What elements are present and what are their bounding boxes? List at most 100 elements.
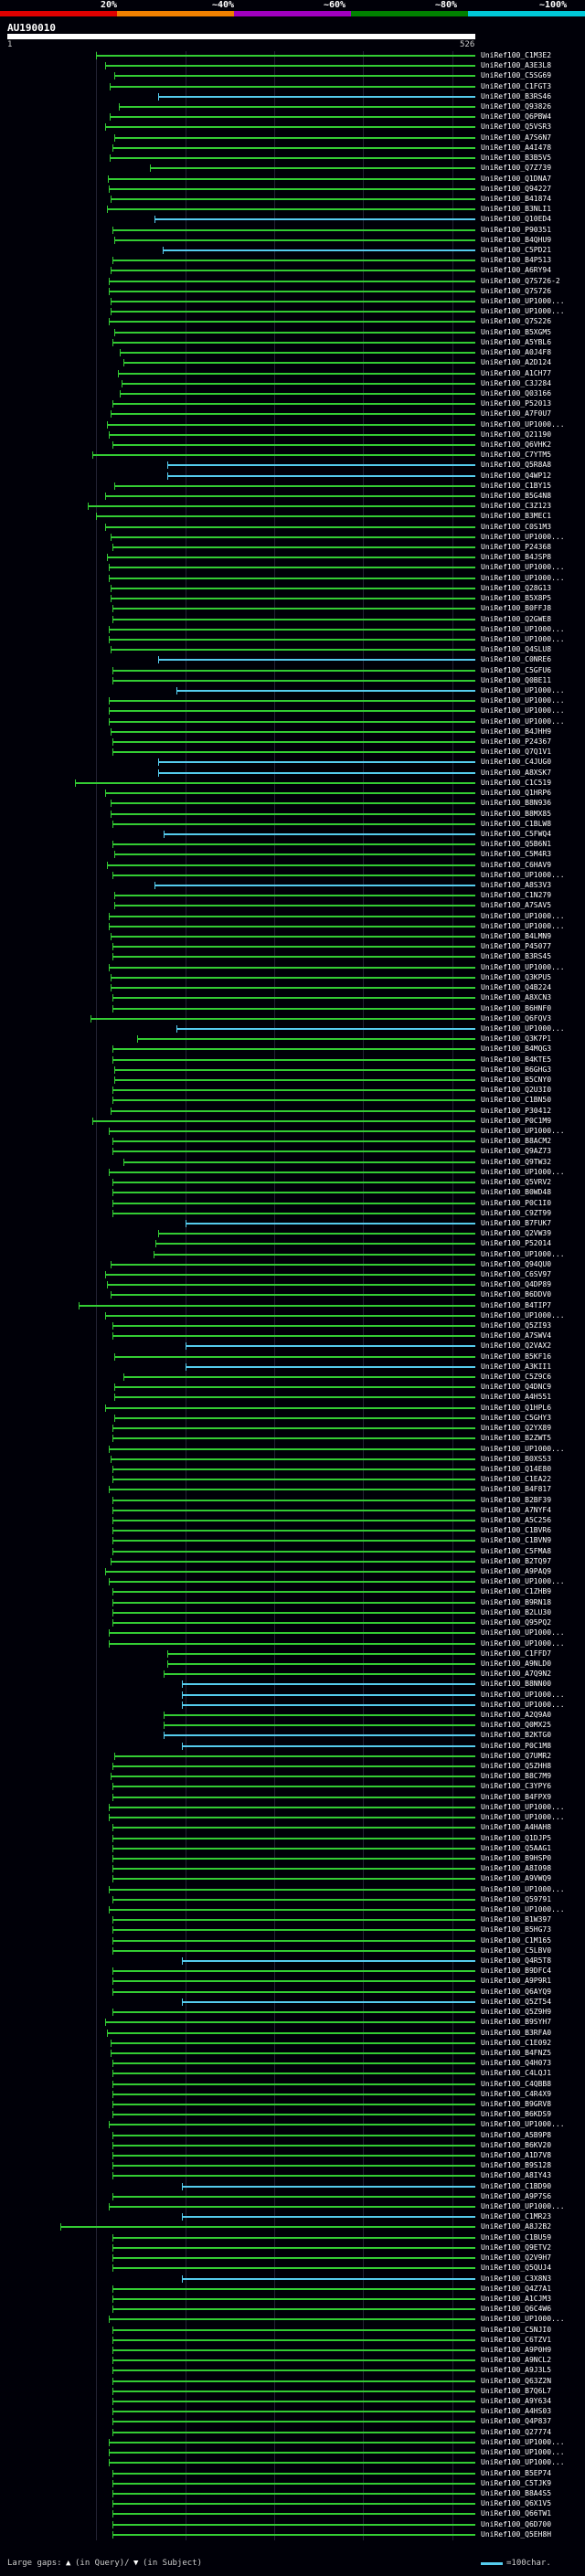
- hit-label[interactable]: UniRef100_Q5VSR3: [481, 122, 552, 132]
- hit-label[interactable]: UniRef100_C1BVN9: [481, 1536, 552, 1545]
- hit-row[interactable]: UniRef100_UP1000...: [0, 912, 585, 921]
- hit-label[interactable]: UniRef100_C4JUG0: [481, 758, 552, 767]
- hit-label[interactable]: UniRef100_Q3K7P1: [481, 1034, 552, 1044]
- hit-label[interactable]: UniRef100_Q4SLU8: [481, 645, 552, 654]
- hit-label[interactable]: UniRef100_UP1000...: [481, 1023, 565, 1033]
- hit-row[interactable]: UniRef100_Q5ZT54: [0, 1998, 585, 2007]
- hit-row[interactable]: UniRef100_P0C1M8: [0, 1742, 585, 1751]
- hit-label[interactable]: UniRef100_P0C1M9: [481, 1116, 552, 1125]
- hit-label[interactable]: UniRef100_A4HAH8: [481, 1823, 552, 1832]
- hit-label[interactable]: UniRef100_UP1000...: [481, 921, 565, 930]
- hit-label[interactable]: UniRef100_UP1000...: [481, 1700, 565, 1709]
- hit-row[interactable]: UniRef100_UP1000...: [0, 706, 585, 716]
- hit-label[interactable]: UniRef100_Q1DJP5: [481, 1833, 552, 1842]
- hit-label[interactable]: UniRef100_B8MX85: [481, 809, 552, 818]
- hit-label[interactable]: UniRef100_Q5ZHH8: [481, 1762, 552, 1771]
- hit-row[interactable]: UniRef100_B8C7M9: [0, 1772, 585, 1781]
- hit-label[interactable]: UniRef100_Q94227: [481, 184, 552, 193]
- hit-row[interactable]: UniRef100_A7SAV5: [0, 901, 585, 910]
- hit-label[interactable]: UniRef100_A1CJM3: [481, 2294, 552, 2303]
- hit-label[interactable]: UniRef100_B6DDV0: [481, 1290, 552, 1299]
- hit-row[interactable]: UniRef100_Q0BE11: [0, 676, 585, 685]
- hit-row[interactable]: UniRef100_B8ACM2: [0, 1137, 585, 1146]
- hit-label[interactable]: UniRef100_UP1000...: [481, 1249, 565, 1258]
- hit-label[interactable]: UniRef100_C5SG69: [481, 71, 552, 80]
- hit-label[interactable]: UniRef100_Q2VW39: [481, 1229, 552, 1238]
- hit-label[interactable]: UniRef100_A8S3V3: [481, 881, 552, 889]
- hit-row[interactable]: UniRef100_P52014: [0, 1239, 585, 1248]
- hit-label[interactable]: UniRef100_B6GHG3: [481, 1065, 552, 1074]
- hit-label[interactable]: UniRef100_B5XGM5: [481, 327, 552, 336]
- hit-row[interactable]: UniRef100_C1FGT3: [0, 82, 585, 91]
- hit-row[interactable]: UniRef100_A9P0H9: [0, 2346, 585, 2355]
- hit-row[interactable]: UniRef100_Q59791: [0, 1895, 585, 1904]
- hit-row[interactable]: UniRef100_C1BVN9: [0, 1536, 585, 1545]
- hit-row[interactable]: UniRef100_Q5B6N1: [0, 840, 585, 849]
- hit-label[interactable]: UniRef100_C1C519: [481, 778, 552, 787]
- hit-label[interactable]: UniRef100_UP1000...: [481, 1884, 565, 1893]
- hit-label[interactable]: UniRef100_UP1000...: [481, 1904, 565, 1913]
- hit-label[interactable]: UniRef100_B2KTG0: [481, 1731, 552, 1740]
- hit-label[interactable]: UniRef100_B5G4N8: [481, 492, 552, 501]
- hit-label[interactable]: UniRef100_UP1000...: [481, 2448, 565, 2457]
- hit-label[interactable]: UniRef100_UP1000...: [481, 624, 565, 633]
- hit-row[interactable]: UniRef100_B0WD48: [0, 1188, 585, 1197]
- hit-label[interactable]: UniRef100_UP1000...: [481, 1628, 565, 1638]
- hit-row[interactable]: UniRef100_A7SWV4: [0, 1331, 585, 1341]
- hit-row[interactable]: UniRef100_C1BVR6: [0, 1526, 585, 1535]
- hit-label[interactable]: UniRef100_Q5VRV2: [481, 1178, 552, 1187]
- hit-label[interactable]: UniRef100_Q4B224: [481, 983, 552, 992]
- hit-row[interactable]: UniRef100_C1BLW8: [0, 820, 585, 829]
- hit-label[interactable]: UniRef100_C1E092: [481, 2038, 552, 2047]
- hit-label[interactable]: UniRef100_Q9AZ73: [481, 1147, 552, 1156]
- hit-row[interactable]: UniRef100_C5LBV0: [0, 1946, 585, 1956]
- hit-label[interactable]: UniRef100_UP1000...: [481, 706, 565, 716]
- hit-row[interactable]: UniRef100_C4QBB8: [0, 2080, 585, 2089]
- hit-row[interactable]: UniRef100_Q21190: [0, 430, 585, 440]
- hit-label[interactable]: UniRef100_B5HG73: [481, 1925, 552, 1935]
- hit-row[interactable]: UniRef100_Q2YX89: [0, 1424, 585, 1433]
- hit-row[interactable]: UniRef100_B7FUK7: [0, 1219, 585, 1228]
- hit-row[interactable]: UniRef100_B2TQ97: [0, 1557, 585, 1566]
- hit-label[interactable]: UniRef100_B6HNF0: [481, 1003, 552, 1012]
- hit-row[interactable]: UniRef100_B3NLI1: [0, 205, 585, 214]
- hit-label[interactable]: UniRef100_B8A4S5: [481, 2488, 552, 2497]
- hit-label[interactable]: UniRef100_Q5QUJ4: [481, 2263, 552, 2273]
- hit-row[interactable]: UniRef100_UP1000...: [0, 1628, 585, 1638]
- hit-row[interactable]: UniRef100_A9NLD0: [0, 1659, 585, 1669]
- hit-row[interactable]: UniRef100_A4I478: [0, 143, 585, 153]
- hit-row[interactable]: UniRef100_A9P9R1: [0, 1977, 585, 1986]
- hit-label[interactable]: UniRef100_Q5Z9H9: [481, 2008, 552, 2017]
- hit-row[interactable]: UniRef100_A8IY43: [0, 2171, 585, 2180]
- hit-label[interactable]: UniRef100_B6KDS9: [481, 2110, 552, 2119]
- hit-row[interactable]: UniRef100_B5CNY0: [0, 1076, 585, 1085]
- hit-row[interactable]: UniRef100_Q5ZHH8: [0, 1762, 585, 1771]
- hit-label[interactable]: UniRef100_A6RY94: [481, 266, 552, 275]
- hit-row[interactable]: UniRef100_B9GRV8: [0, 2100, 585, 2109]
- hit-row[interactable]: UniRef100_UP1000...: [0, 1127, 585, 1136]
- hit-label[interactable]: UniRef100_C1FFD7: [481, 1648, 552, 1658]
- hit-label[interactable]: UniRef100_Q4R5T8: [481, 1956, 552, 1966]
- hit-row[interactable]: UniRef100_Q7UMR2: [0, 1752, 585, 1761]
- hit-row[interactable]: UniRef100_C5GFU6: [0, 666, 585, 675]
- hit-row[interactable]: UniRef100_C1BN50: [0, 1096, 585, 1105]
- hit-label[interactable]: UniRef100_B8N936: [481, 799, 552, 808]
- hit-row[interactable]: UniRef100_B6KV20: [0, 2141, 585, 2150]
- hit-row[interactable]: UniRef100_Q6PBW4: [0, 112, 585, 122]
- hit-row[interactable]: UniRef100_Q63Z2N: [0, 2377, 585, 2386]
- hit-row[interactable]: UniRef100_Q4WP12: [0, 472, 585, 481]
- hit-label[interactable]: UniRef100_Q3KPU5: [481, 972, 552, 981]
- hit-row[interactable]: UniRef100_P0C1I0: [0, 1199, 585, 1208]
- hit-label[interactable]: UniRef100_UP1000...: [481, 573, 565, 582]
- hit-row[interactable]: UniRef100_Q94227: [0, 185, 585, 194]
- hit-label[interactable]: UniRef100_C3J284: [481, 378, 552, 387]
- hit-label[interactable]: UniRef100_Q7S726-2: [481, 276, 560, 285]
- hit-row[interactable]: UniRef100_UP1000...: [0, 297, 585, 306]
- hit-row[interactable]: UniRef100_P52013: [0, 399, 585, 408]
- hit-row[interactable]: UniRef100_A3E3L8: [0, 61, 585, 70]
- hit-row[interactable]: UniRef100_Q4P837: [0, 2417, 585, 2426]
- hit-label[interactable]: UniRef100_C1BY15: [481, 481, 552, 490]
- hit-row[interactable]: UniRef100_A7F0U7: [0, 409, 585, 419]
- hit-row[interactable]: UniRef100_UP1000...: [0, 1639, 585, 1648]
- hit-label[interactable]: UniRef100_C1MR23: [481, 2212, 552, 2221]
